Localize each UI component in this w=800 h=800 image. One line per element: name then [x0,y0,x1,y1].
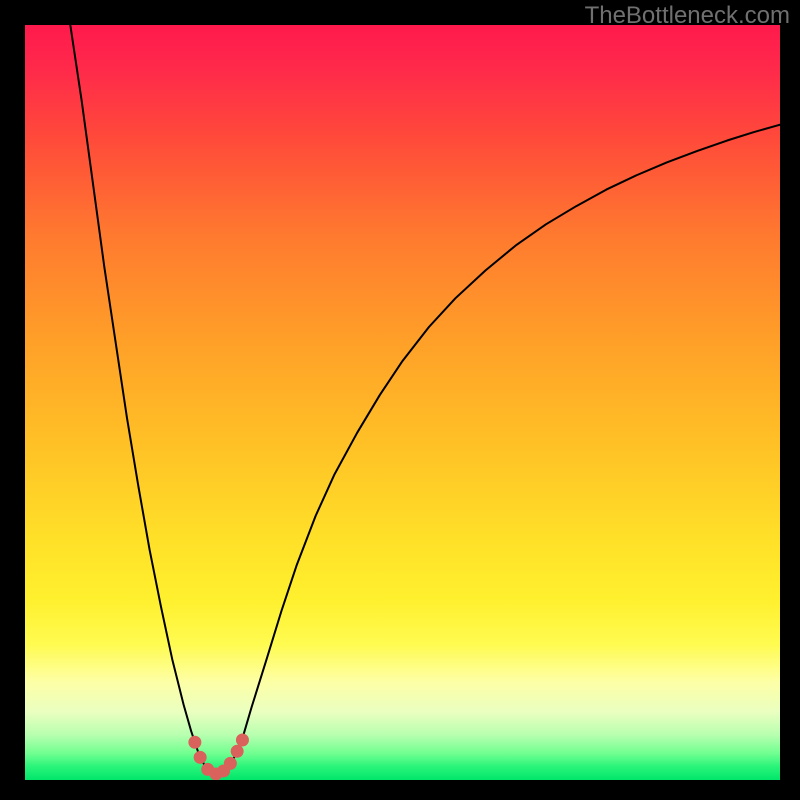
marker-dot [231,745,244,758]
outer-canvas: TheBottleneck.com [0,0,800,800]
chart-svg [25,25,780,780]
marker-dot [188,736,201,749]
marker-dot [224,757,237,770]
marker-dot [194,751,207,764]
chart-background [25,25,780,780]
marker-dot [236,733,249,746]
plot-area [25,25,780,780]
